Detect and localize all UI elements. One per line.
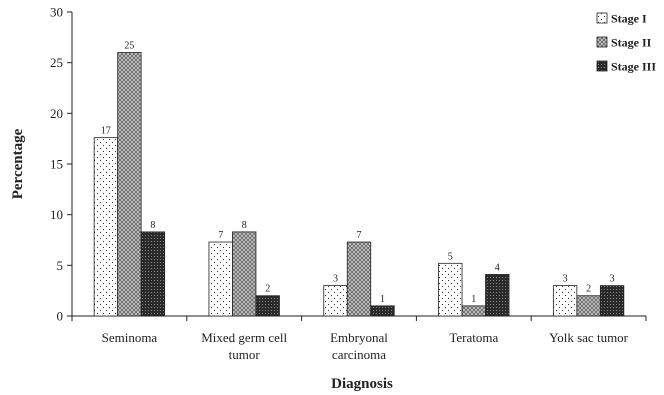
data-label: 17: [101, 126, 111, 137]
x-axis-title: Diagnosis: [331, 376, 393, 392]
category-label: Mixed germ cell tumor: [201, 330, 287, 362]
bar: [485, 274, 510, 317]
bar: [323, 285, 348, 317]
data-label: 7: [357, 230, 362, 241]
bar: [461, 305, 486, 317]
bar: [370, 305, 395, 317]
data-label: 8: [150, 220, 155, 231]
bar: [117, 52, 142, 317]
y-tick-label: 5: [57, 258, 64, 273]
legend-label: Stage II: [611, 36, 652, 50]
bar: [552, 285, 578, 317]
data-label: 2: [265, 284, 270, 295]
bar: [576, 295, 601, 317]
data-label: 4: [495, 262, 500, 273]
data-label: 3: [333, 274, 338, 285]
legend-swatch: [596, 60, 608, 72]
data-label: 25: [124, 41, 134, 52]
data-label: 2: [586, 284, 591, 295]
bar: [255, 295, 280, 317]
bar: [93, 137, 119, 317]
data-label: 8: [242, 220, 247, 231]
legend: Stage I Stage II Stage III: [596, 12, 656, 74]
data-label: 5: [448, 251, 453, 262]
bar: [208, 241, 233, 317]
y-tick-label: 0: [57, 309, 64, 324]
legend-label: Stage I: [611, 12, 647, 26]
legend-swatch: [596, 12, 608, 24]
category-label: Teratoma: [449, 330, 498, 345]
bar: [346, 241, 372, 317]
category-label: Seminoma: [102, 330, 158, 345]
data-label: 1: [471, 294, 476, 305]
bar: [599, 285, 625, 317]
data-label: 7: [218, 230, 223, 241]
data-label: 3: [563, 274, 568, 285]
y-tick-label: 15: [50, 157, 63, 172]
bar: [438, 262, 463, 317]
y-axis-title: Percentage: [10, 128, 26, 199]
y-tick-label: 25: [50, 55, 63, 70]
legend-label: Stage III: [611, 60, 656, 74]
y-tick-label: 30: [50, 5, 63, 20]
y-tick-label: 10: [50, 207, 63, 222]
category-label: Embryonal carcinoma: [330, 330, 388, 362]
bar: [232, 231, 257, 317]
category-label: Yolk sac tumor: [549, 330, 629, 345]
data-label: 1: [380, 294, 385, 305]
y-tick-label: 20: [50, 106, 63, 121]
data-label: 3: [610, 274, 615, 285]
legend-swatch: [596, 36, 608, 48]
bar: [140, 231, 166, 317]
